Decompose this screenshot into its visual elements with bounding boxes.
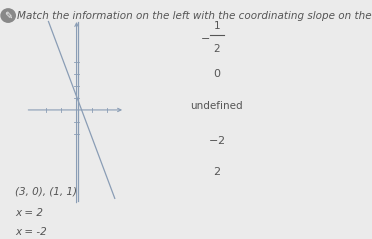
Text: $-$: $-$: [200, 32, 211, 42]
Text: $-2$: $-2$: [208, 134, 225, 146]
Text: x = 2: x = 2: [15, 208, 43, 218]
Text: $2$: $2$: [213, 42, 221, 54]
Text: ✎: ✎: [4, 11, 12, 21]
Text: $2$: $2$: [213, 165, 221, 177]
Text: $0$: $0$: [213, 67, 221, 79]
Circle shape: [1, 9, 15, 22]
Text: Match the information on the left with the coordinating slope on the right.: Match the information on the left with t…: [17, 11, 372, 21]
Text: $1$: $1$: [213, 19, 221, 31]
Text: x = -2: x = -2: [15, 227, 47, 237]
Text: undefined: undefined: [190, 101, 243, 111]
Text: (3, 0), (1, 1): (3, 0), (1, 1): [15, 186, 77, 196]
